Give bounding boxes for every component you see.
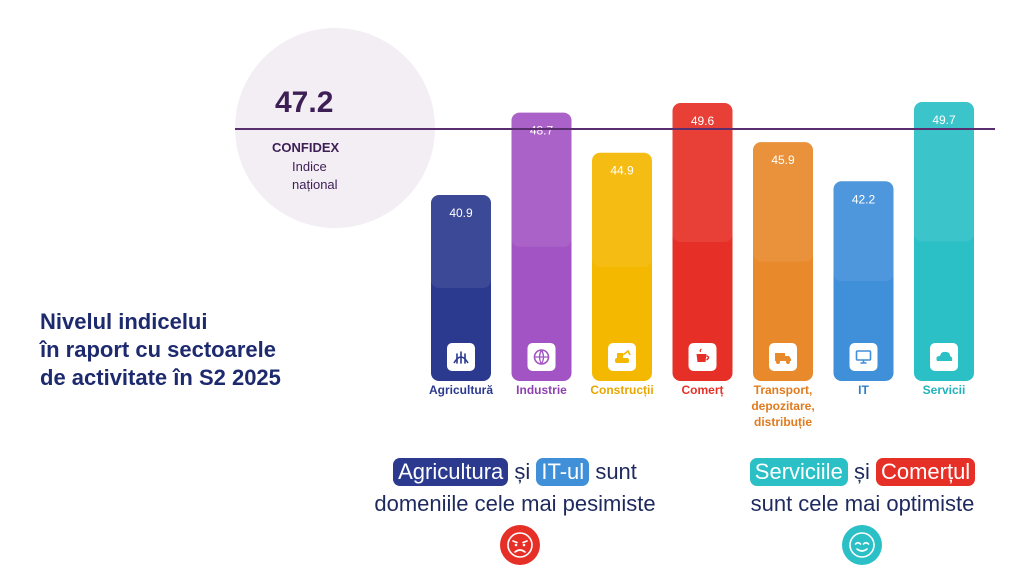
optimistic-note: Serviciile și Comerțul sunt cele mai opt… bbox=[720, 456, 1005, 520]
bar-7 bbox=[914, 102, 974, 381]
excavator-icon bbox=[615, 349, 631, 363]
national-index-name: CONFIDEX bbox=[272, 140, 340, 155]
bar-highlight-7 bbox=[914, 102, 974, 242]
note-left-line-2: domeniile cele mai pesimiste bbox=[374, 491, 656, 516]
pessimistic-note: Agricultura și IT-ul sunt domeniile cele… bbox=[350, 456, 680, 520]
chart-title-line-2: în raport cu sectoarele bbox=[40, 337, 276, 362]
note-left-tail: sunt bbox=[595, 459, 637, 484]
category-label-6: IT bbox=[858, 383, 869, 397]
category-label-1: Agricultură bbox=[429, 383, 493, 397]
bar-value-label-7: 49.7 bbox=[932, 113, 956, 127]
bar-1 bbox=[431, 195, 491, 381]
bar-value-label-6: 42.2 bbox=[852, 192, 876, 206]
category-label-5: distribuție bbox=[754, 415, 812, 429]
category-label-2: Industrie bbox=[516, 383, 567, 397]
chart-title-line-1: Nivelul indicelui bbox=[40, 309, 208, 334]
sad-face-icon bbox=[500, 525, 540, 565]
commerce-pill: Comerțul bbox=[875, 458, 976, 486]
bar-highlight-2 bbox=[511, 112, 572, 247]
bar-value-label-2: 48.7 bbox=[530, 124, 554, 138]
bar-highlight-4 bbox=[672, 103, 733, 243]
category-label-5: depozitare, bbox=[751, 399, 814, 413]
cloud-icon bbox=[936, 351, 953, 361]
national-index-subtitle: Indice național bbox=[292, 159, 338, 192]
wheat-icon bbox=[453, 351, 469, 364]
category-label-3: Construcții bbox=[590, 383, 653, 397]
category-label-5: Transport, bbox=[754, 383, 813, 397]
bar-highlight-3 bbox=[592, 152, 652, 267]
national-reference-line bbox=[235, 128, 995, 130]
monitor-icon bbox=[855, 350, 872, 364]
bar-value-label-3: 44.9 bbox=[610, 164, 634, 178]
bar-3 bbox=[592, 152, 652, 381]
bar-highlight-1 bbox=[431, 195, 491, 288]
bar-highlight-5 bbox=[753, 142, 813, 262]
note-left-join: și bbox=[514, 459, 531, 484]
agriculture-pill: Agricultura bbox=[393, 458, 509, 486]
it-pill: IT-ul bbox=[536, 458, 590, 486]
national-index-value: 47.2 bbox=[275, 86, 334, 119]
note-right-join: și bbox=[853, 459, 870, 484]
bar-value-label-1: 40.9 bbox=[449, 206, 473, 220]
chart-title-line-3: de activitate în S2 2025 bbox=[40, 365, 281, 390]
coffee-cup-icon bbox=[696, 348, 710, 362]
category-label-4: Comerț bbox=[681, 383, 723, 397]
bar-6 bbox=[833, 181, 894, 381]
globe-gear-icon bbox=[533, 349, 550, 365]
bar-2 bbox=[511, 112, 572, 382]
category-label-7: Servicii bbox=[923, 383, 966, 397]
bar-5 bbox=[753, 142, 813, 381]
chart-title: Nivelul indicelui în raport cu sectoarel… bbox=[40, 308, 340, 392]
bar-value-label-4: 49.6 bbox=[691, 114, 715, 128]
happy-face-icon bbox=[842, 525, 882, 565]
sector-bar-chart: 40.9 Agricultură 48.7 Industrie 44.9 Construc… bbox=[429, 102, 974, 429]
services-pill: Serviciile bbox=[749, 458, 848, 486]
note-right-line-2: sunt cele mai optimiste bbox=[750, 491, 975, 516]
bar-highlight-6 bbox=[833, 181, 894, 282]
bar-4 bbox=[672, 103, 733, 381]
truck-icon bbox=[775, 353, 791, 364]
bar-value-label-5: 45.9 bbox=[771, 153, 795, 167]
icon-box-6 bbox=[849, 343, 878, 371]
